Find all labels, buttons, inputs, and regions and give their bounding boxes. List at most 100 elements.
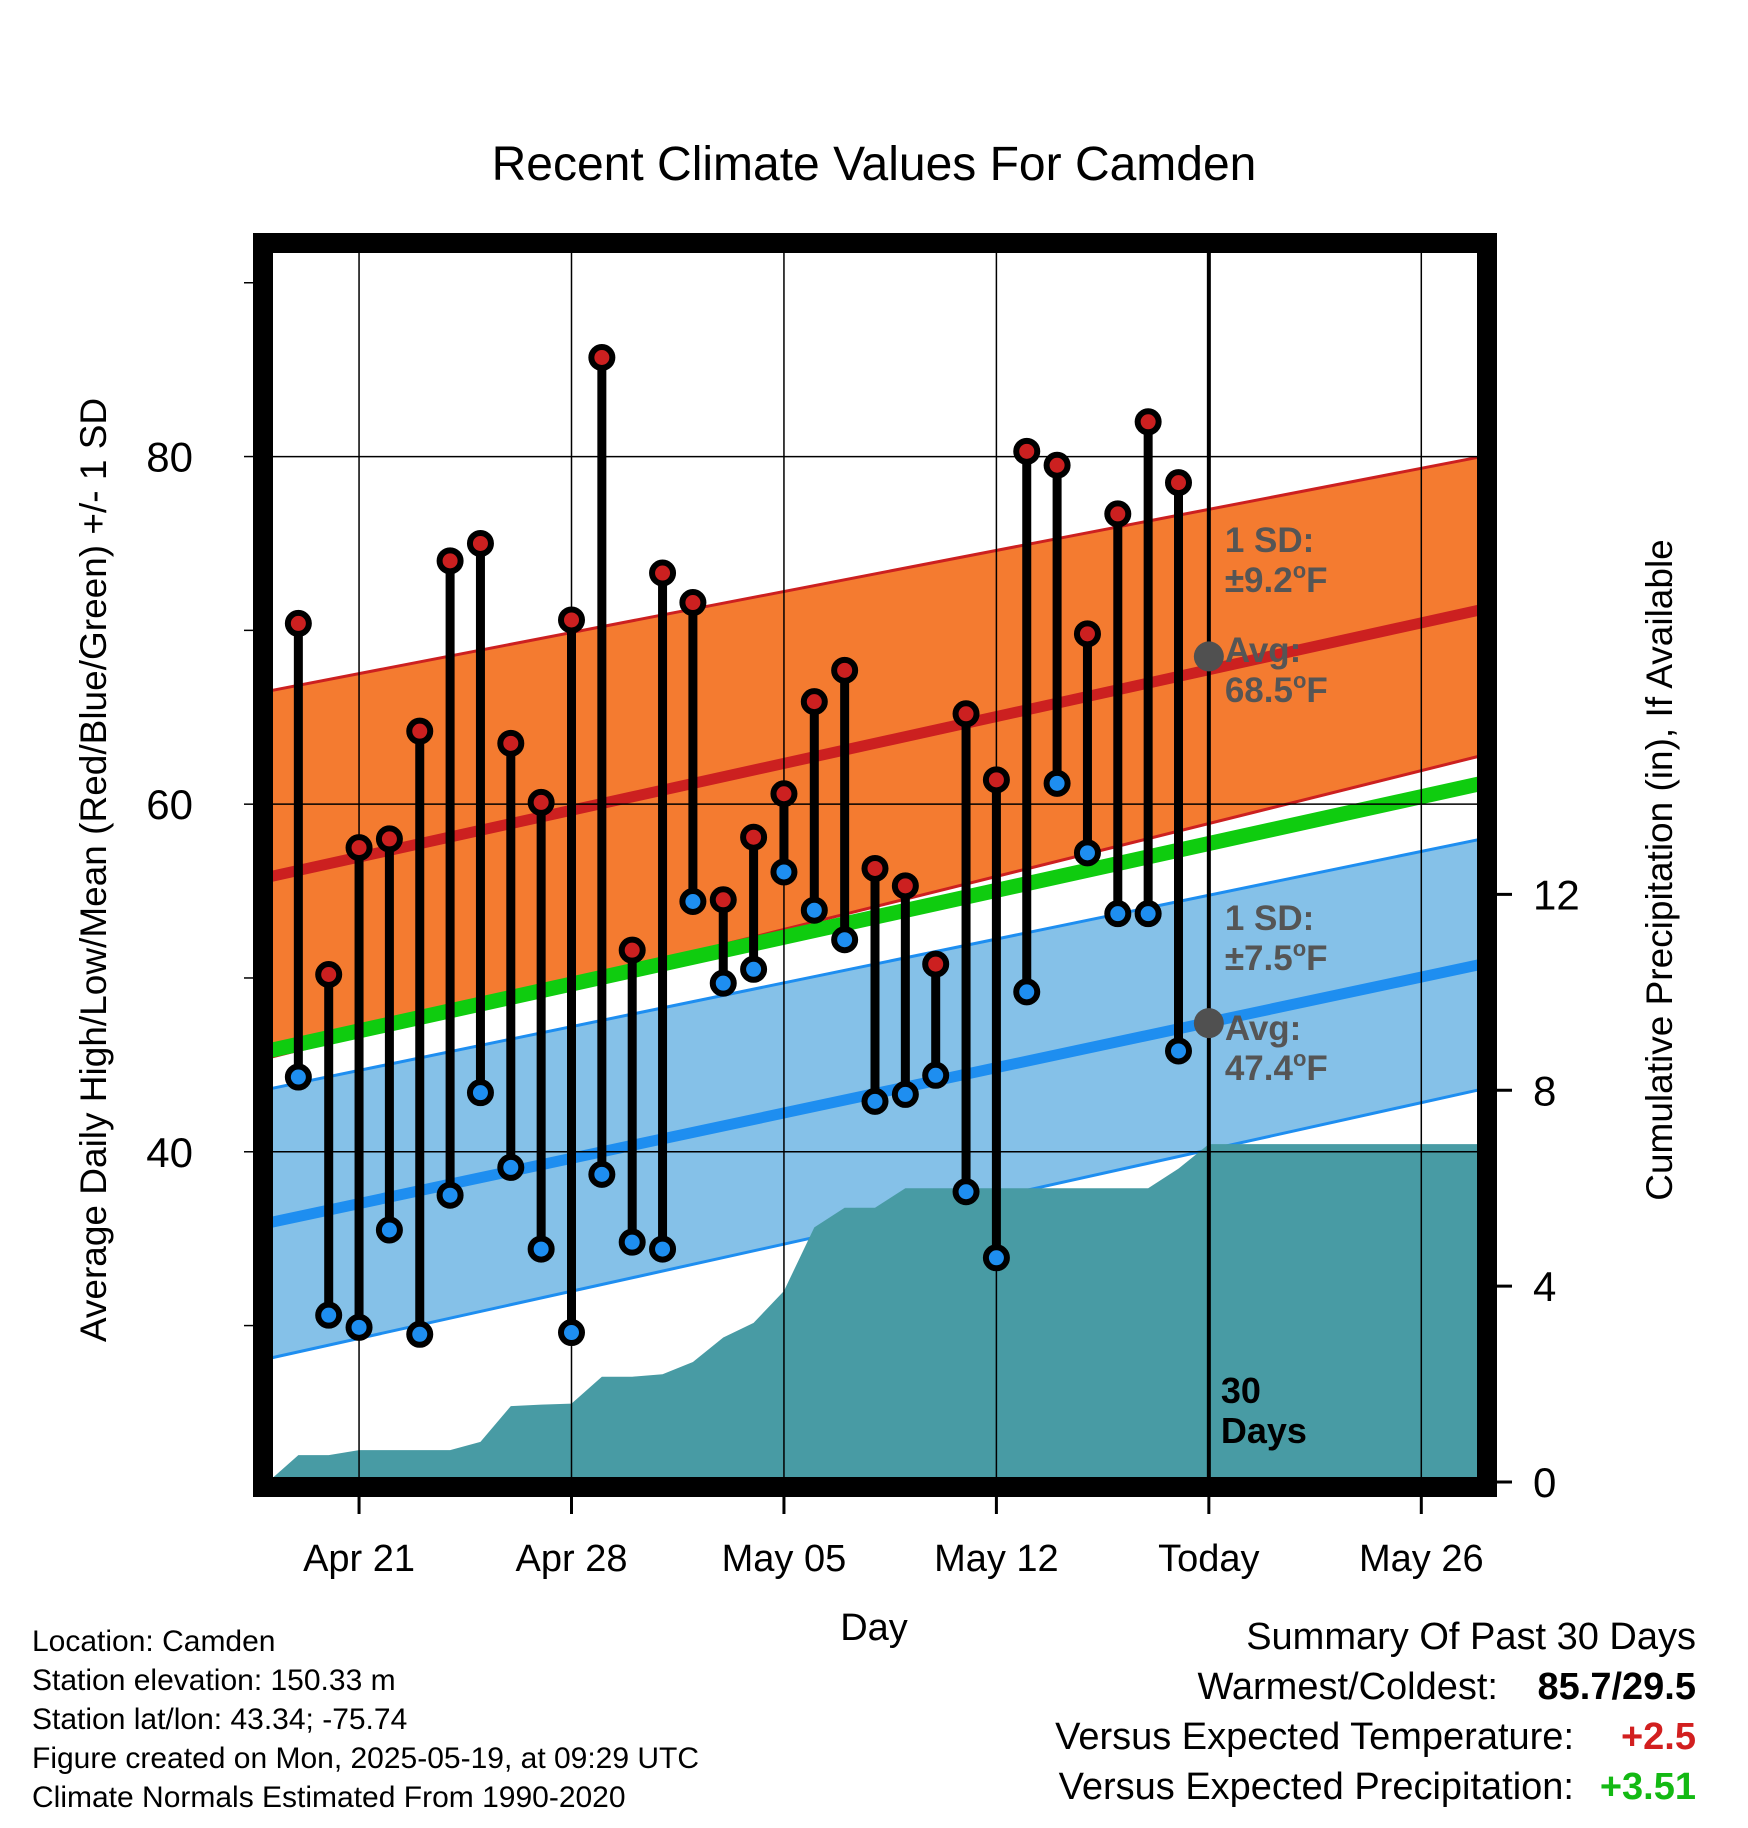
temp-vs-expected-label: Versus Expected Temperature: (1055, 1716, 1574, 1758)
high-temp-point (679, 589, 707, 617)
low-temp-point (922, 1061, 950, 1089)
low-temp-point (558, 1319, 585, 1347)
high-temp-point (1134, 408, 1162, 436)
low-temp-point (1104, 900, 1132, 928)
low-avg-label-0: Avg: (1225, 1009, 1301, 1048)
high-temp-point (1104, 500, 1132, 528)
high-temp-point (891, 872, 919, 900)
low-temp-point (1013, 978, 1041, 1006)
low-temp-point (709, 969, 737, 997)
warm-cold-value: 85.7/29.5 (1537, 1666, 1696, 1708)
today-low-avg-dot (1193, 1008, 1224, 1039)
high-temp-point (284, 609, 312, 637)
low-temp-point (891, 1080, 919, 1108)
low-temp-point (527, 1235, 555, 1263)
high-sd-label-1: ±9.2oF (1225, 558, 1328, 600)
temp-vs-expected-value: +2.5 (1620, 1716, 1696, 1758)
precip-vs-expected-value: +3.51 (1599, 1766, 1696, 1808)
high-temp-point (315, 960, 343, 988)
low-temp-point (345, 1313, 373, 1341)
low-temp-point (315, 1301, 343, 1329)
warm-cold-label: Warmest/Coldest: (1197, 1666, 1498, 1708)
y-tick-label-80: 80 (146, 434, 193, 481)
high-temp-point (588, 343, 616, 371)
today-label-unit: Days (1221, 1410, 1307, 1451)
plot-frame (253, 233, 1497, 1497)
low-temp-point (679, 887, 707, 915)
high-sd-label-0: 1 SD: (1225, 521, 1314, 560)
high-temp-point (375, 825, 403, 853)
summary-precip: Versus Expected Precipitation: +3.51 (1055, 1762, 1696, 1812)
high-temp-point (1043, 451, 1071, 479)
low-temp-point (618, 1228, 646, 1256)
high-temp-point (497, 729, 525, 757)
x-tick-label: Today (1158, 1538, 1259, 1580)
high-avg-label-1: 68.5oF (1225, 668, 1328, 710)
high-temp-point (527, 788, 555, 816)
high-temp-point (861, 854, 889, 882)
high-temp-point (982, 766, 1010, 794)
high-temp-point (649, 559, 677, 587)
low-temp-point (406, 1320, 434, 1348)
low-temp-point (497, 1153, 525, 1181)
location-text: Location: Camden (32, 1625, 276, 1658)
high-temp-point (831, 656, 859, 684)
elevation-text: Station elevation: 150.33 m (32, 1664, 396, 1697)
high-temp-point (709, 886, 737, 914)
low-temp-point (770, 858, 798, 886)
y2-tick-label-8: 8 (1533, 1067, 1556, 1114)
low-temp-point (284, 1063, 312, 1091)
x-tick-label: Apr 28 (516, 1538, 628, 1580)
high-temp-point (1165, 469, 1192, 497)
created-text: Figure created on Mon, 2025-05-19, at 09… (32, 1742, 700, 1775)
high-temp-point (618, 936, 646, 964)
high-temp-point (922, 950, 950, 978)
summary-temp: Versus Expected Temperature: +2.5 (1055, 1712, 1696, 1762)
y-axis-label: Average Daily High/Low/Mean (Red/Blue/Gr… (73, 398, 114, 1342)
high-sd-upper-line (267, 455, 1483, 693)
low-temp-point (1073, 839, 1101, 867)
high-temp-point (800, 688, 828, 716)
high-temp-point (952, 700, 980, 728)
y2-axis-label: Cumulative Precipitation (in), If Availa… (1639, 539, 1680, 1201)
high-temp-point (466, 529, 494, 557)
high-temp-point (345, 834, 373, 862)
x-axis-label: Day (840, 1607, 908, 1649)
summary-warm-cold: Warmest/Coldest: 85.7/29.5 (1055, 1662, 1696, 1712)
today-high-avg-dot (1193, 641, 1224, 672)
x-tick-label: Apr 21 (303, 1538, 415, 1580)
x-tick-label: May 05 (722, 1538, 847, 1580)
low-sd-label-0: 1 SD: (1225, 899, 1314, 938)
y-tick-label-60: 60 (146, 781, 193, 828)
low-temp-point (1165, 1037, 1192, 1065)
high-normal-line (266, 604, 1484, 883)
y2-tick-label-4: 4 (1533, 1263, 1556, 1310)
high-avg-label-0: Avg: (1225, 631, 1301, 670)
low-temp-point (649, 1235, 677, 1263)
low-avg-label-1: 47.4oF (1225, 1046, 1328, 1088)
low-temp-point (436, 1181, 464, 1209)
high-temp-point (1013, 437, 1041, 465)
low-temp-point (466, 1079, 494, 1107)
low-temp-point (800, 896, 828, 924)
low-temp-point (1134, 900, 1162, 928)
low-temp-point (375, 1216, 403, 1244)
precip-area (268, 1144, 1482, 1482)
normals-text: Climate Normals Estimated From 1990-2020 (32, 1781, 626, 1814)
high-temp-point (770, 780, 798, 808)
chart-title: Recent Climate Values For Camden (492, 138, 1257, 191)
summary-panel: Summary Of Past 30 Days Warmest/Coldest:… (1055, 1612, 1696, 1812)
high-temp-point (740, 823, 768, 851)
low-sd-label-1: ±7.5oF (1225, 936, 1328, 978)
summary-title: Summary Of Past 30 Days (1246, 1616, 1696, 1658)
low-temp-point (588, 1160, 616, 1188)
low-temp-point (861, 1087, 889, 1115)
station-metadata: Location: Camden Station elevation: 150.… (32, 1622, 699, 1817)
low-temp-point (740, 955, 768, 983)
y2-tick-label-0: 0 (1533, 1459, 1556, 1506)
low-temp-point (831, 926, 859, 954)
latlon-text: Station lat/lon: 43.34; -75.74 (32, 1703, 408, 1736)
today-label-count: 30 (1221, 1370, 1261, 1411)
